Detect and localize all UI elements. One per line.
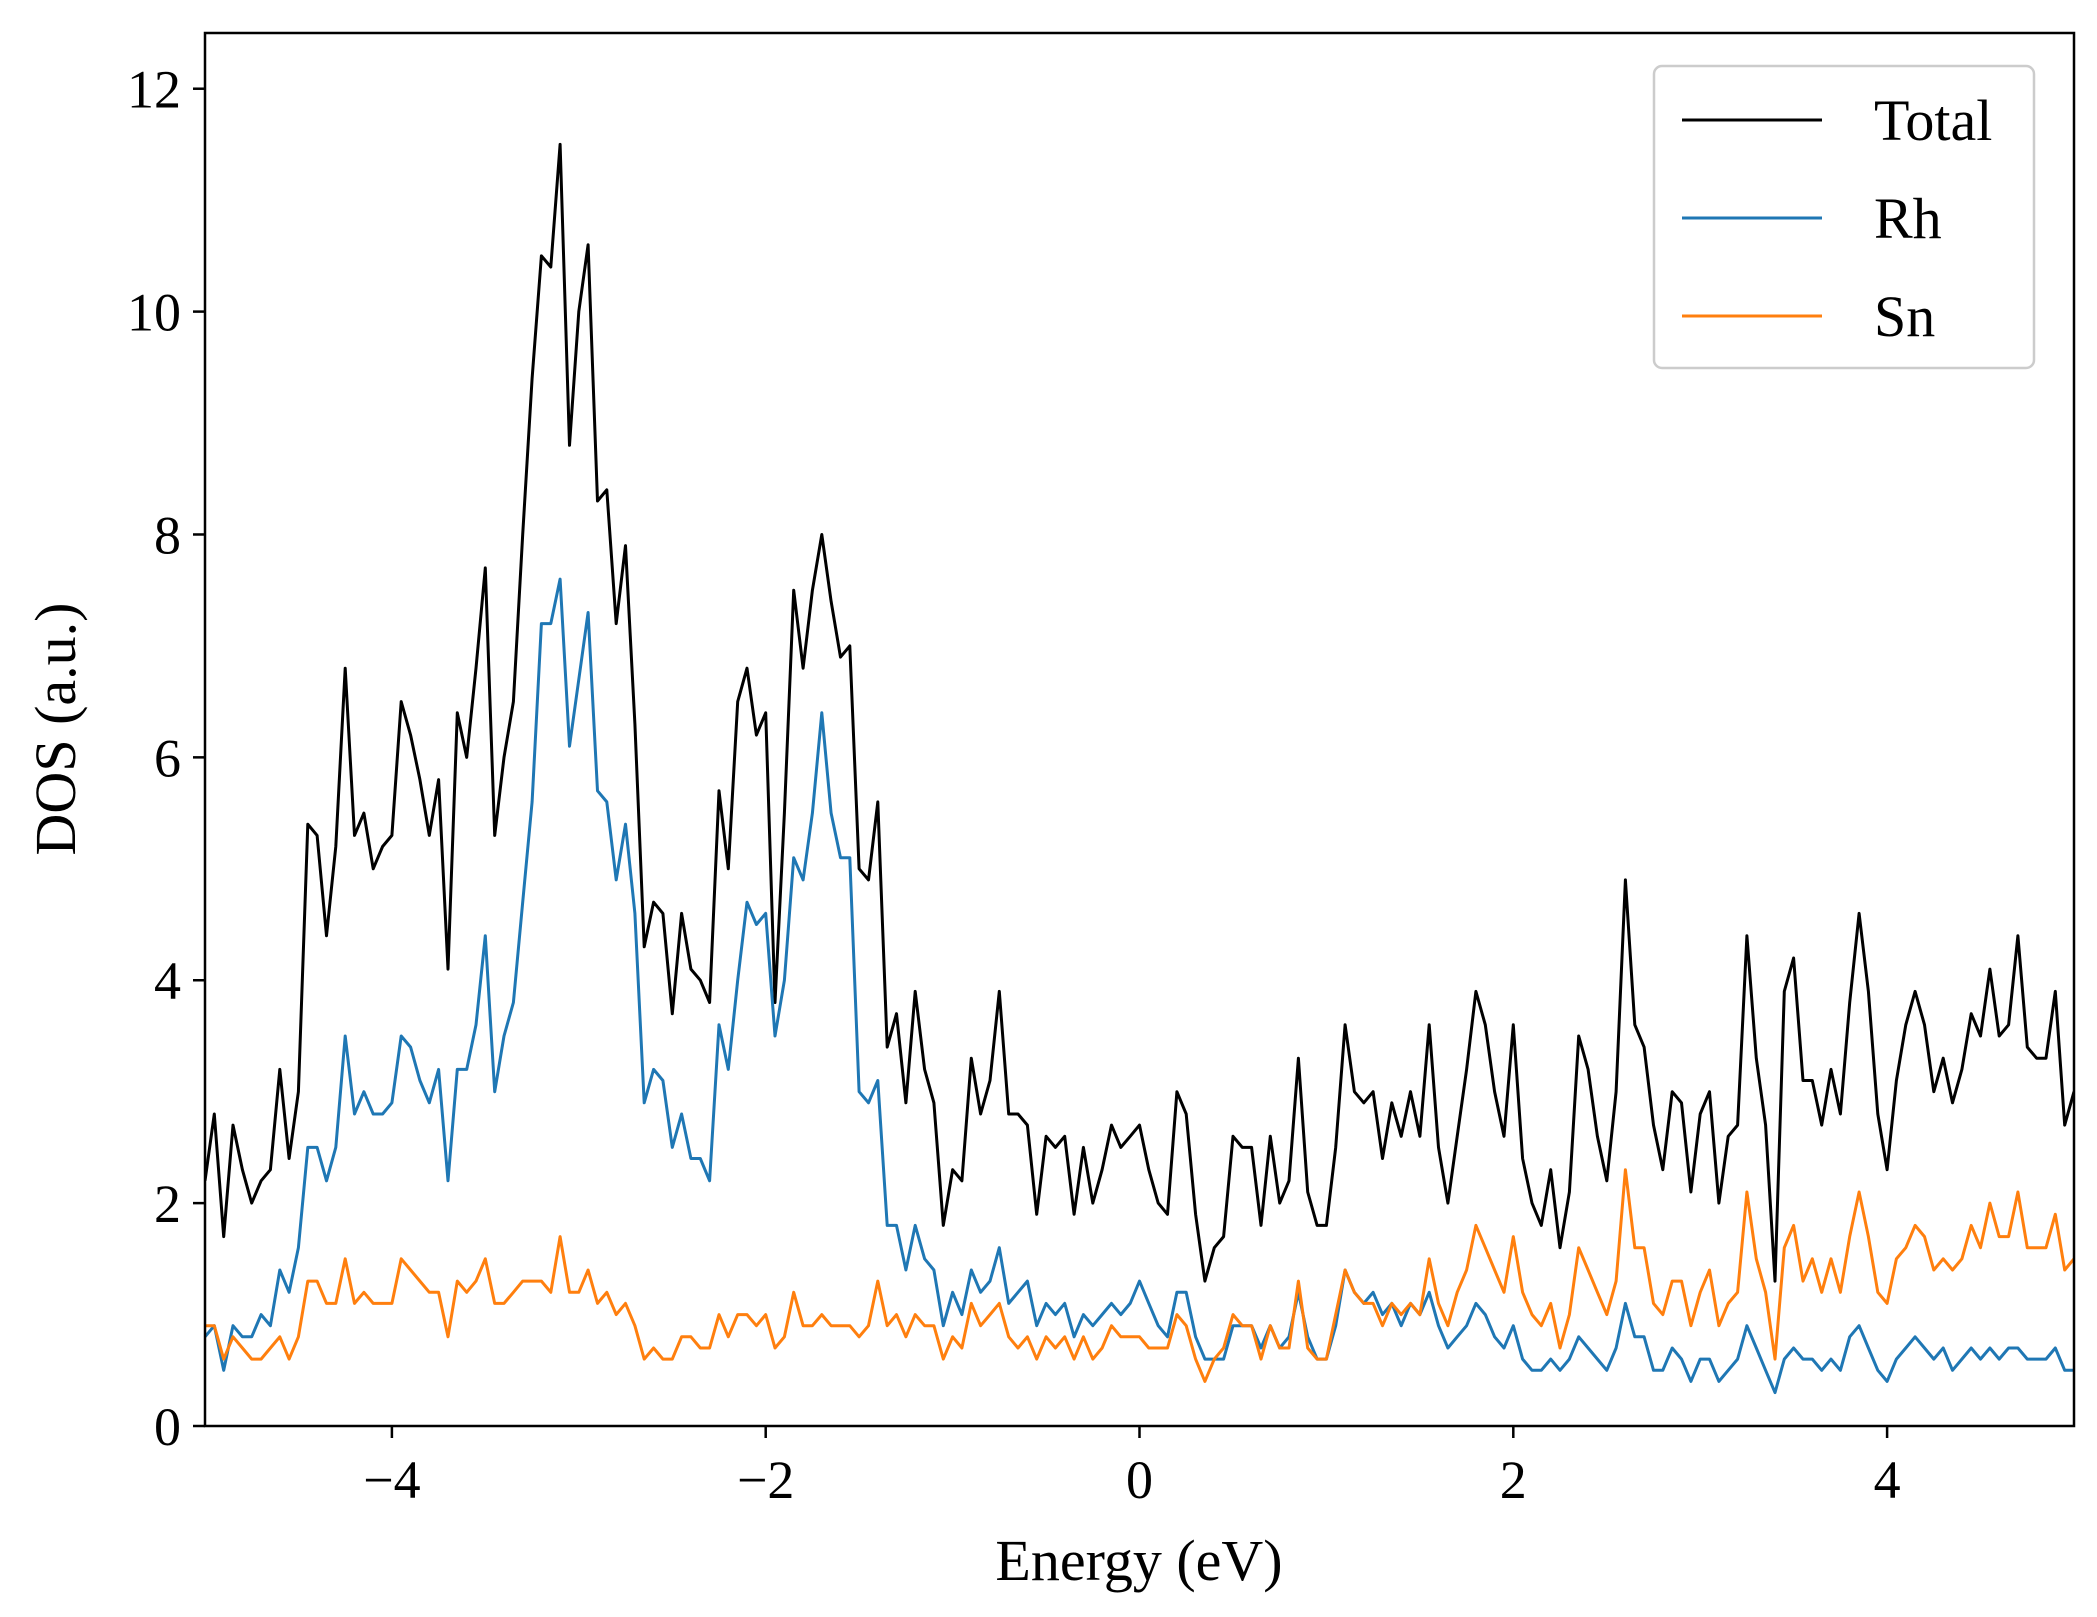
y-tick-label: 4	[154, 951, 181, 1011]
legend-label-sn: Sn	[1874, 284, 1935, 349]
y-tick-label: 2	[154, 1174, 181, 1234]
y-axis-label: DOS (a.u.)	[23, 603, 88, 856]
x-axis: −4 −2 0 2 4	[363, 1426, 1901, 1510]
y-tick-label: 8	[154, 505, 181, 565]
series-layer	[205, 142, 2074, 1395]
x-tick-label: −4	[363, 1450, 420, 1510]
x-tick-label: 2	[1500, 1450, 1527, 1510]
x-axis-label: Energy (eV)	[995, 1528, 1282, 1593]
series-line-rh	[205, 577, 2074, 1395]
series-line-sn	[205, 1168, 2074, 1383]
y-tick-label: 10	[127, 283, 181, 343]
x-tick-label: 0	[1126, 1450, 1153, 1510]
y-axis: 0 2 4 6 8 10 12	[127, 60, 205, 1457]
y-tick-label: 0	[154, 1397, 181, 1457]
x-tick-label: 4	[1874, 1450, 1901, 1510]
y-tick-label: 12	[127, 60, 181, 120]
x-tick-label: −2	[737, 1450, 794, 1510]
legend: Total Rh Sn	[1652, 64, 2036, 370]
legend-box	[1652, 64, 2036, 370]
series-line-total	[205, 142, 2074, 1283]
legend-label-total: Total	[1874, 88, 1992, 153]
y-tick-label: 6	[154, 728, 181, 788]
legend-label-rh: Rh	[1874, 186, 1942, 251]
